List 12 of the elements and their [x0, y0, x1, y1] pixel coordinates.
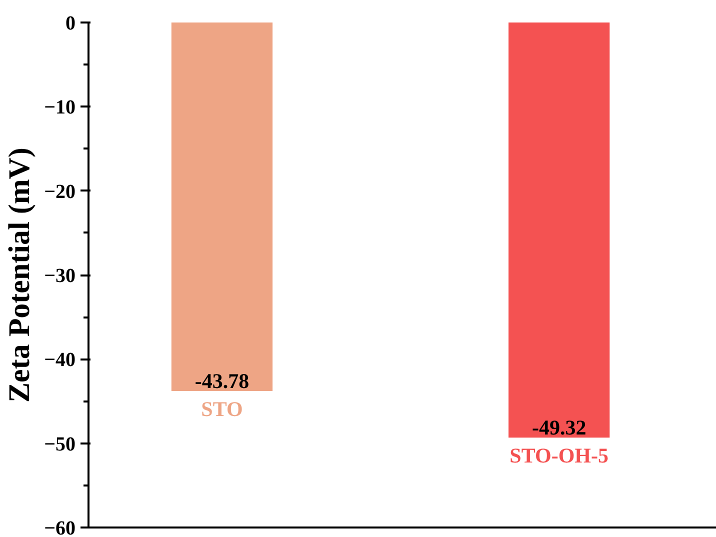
y-tick-label: −20: [44, 180, 76, 203]
y-axis-title: Zeta Potential (mV): [3, 148, 36, 402]
data-label: -49.32: [532, 416, 586, 440]
y-tick-label: −30: [44, 265, 76, 287]
data-label: -43.78: [194, 368, 250, 393]
y-tick-label: −40: [44, 349, 76, 372]
y-tick-label: −60: [44, 518, 76, 537]
x-tick-label: STO: [201, 396, 243, 421]
y-tick-label: 0: [66, 12, 76, 34]
x-tick-label: STO-OH-5: [510, 444, 608, 468]
y-tick-label: −50: [44, 433, 76, 456]
y-tick-label: −10: [44, 96, 76, 119]
